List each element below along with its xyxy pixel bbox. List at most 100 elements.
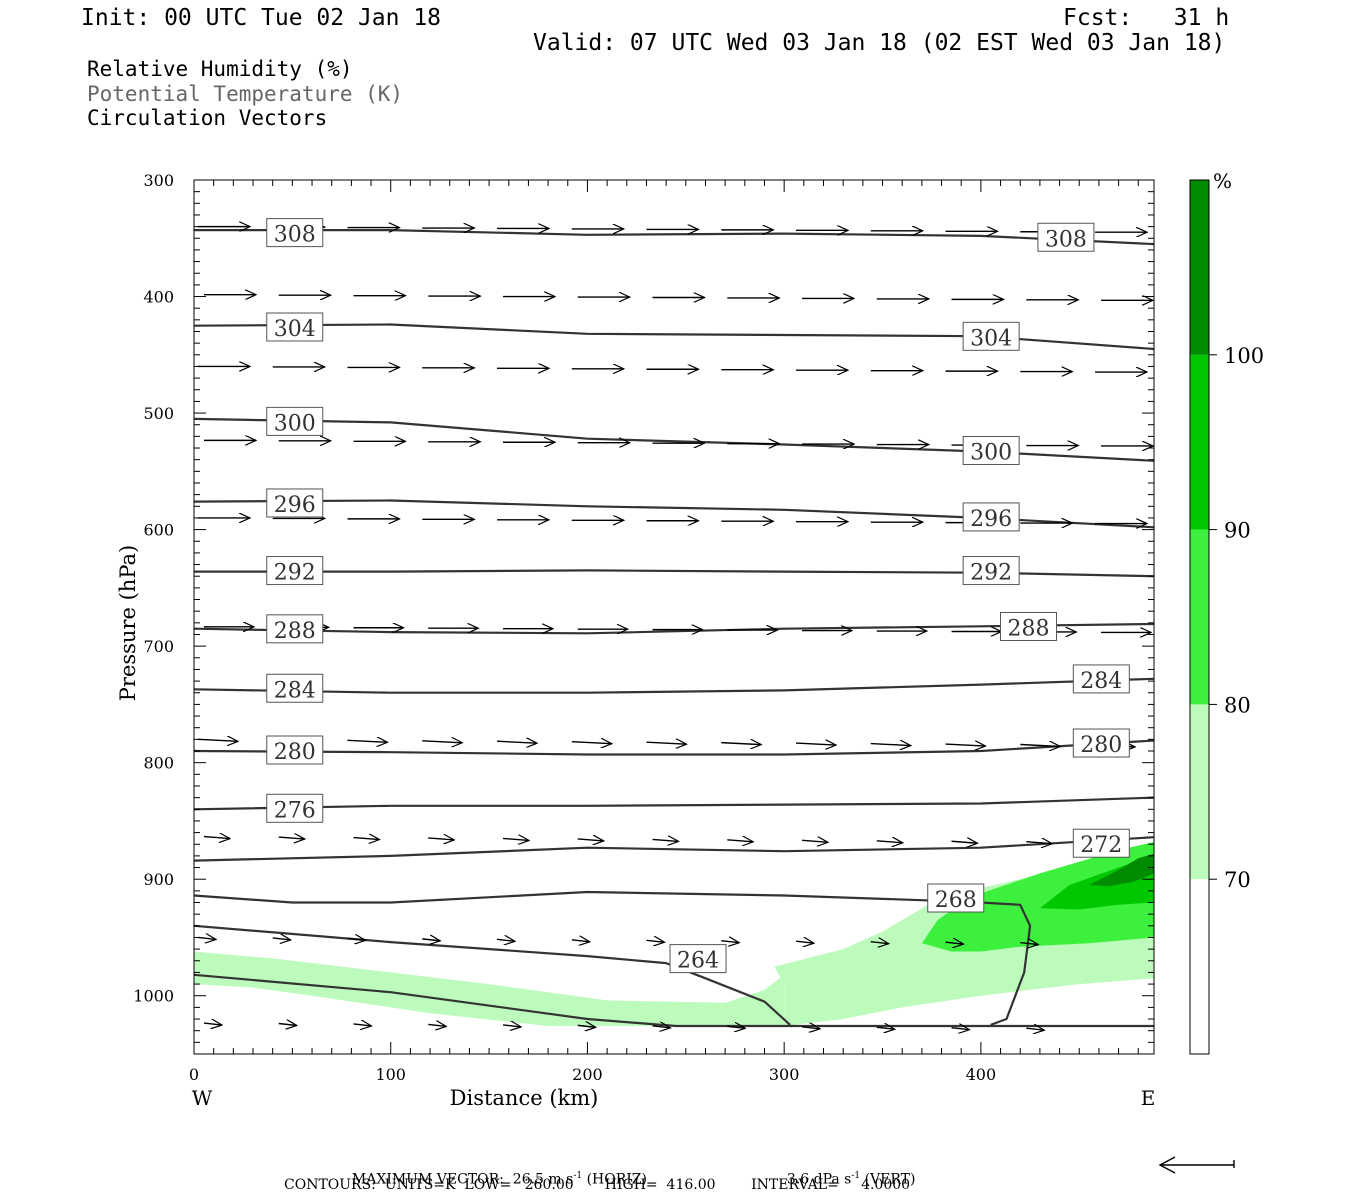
y-axis-label: Pressure (hPa) <box>116 545 140 701</box>
circulation-vector <box>795 743 836 745</box>
colorbar-segment <box>1190 529 1209 705</box>
rh-shading <box>194 841 1154 1026</box>
theta-label-288: 288 <box>1008 616 1050 641</box>
max-vector-vert-value: 3.6 dPa s <box>786 1171 852 1188</box>
theta-label-284: 284 <box>1080 669 1122 694</box>
y-tick-label-500: 500 <box>143 404 174 423</box>
max-vector-vert: 3.6 dPa s-1 (VERT) <box>778 1158 916 1188</box>
circulation-vector <box>652 839 679 841</box>
theta-label-292: 292 <box>274 561 316 586</box>
colorbar-segment <box>1190 879 1209 1054</box>
theta-label-268: 268 <box>935 888 977 913</box>
valid-time: Valid: 07 UTC Wed 03 Jan 18 (02 EST Wed … <box>533 30 1226 56</box>
theta-label-box <box>266 673 324 703</box>
max-vector-label: MAXIMUM VECTOR: <box>351 1171 504 1188</box>
circulation-vector <box>422 741 462 743</box>
y-tick-label-1000: 1000 <box>133 987 174 1006</box>
max-vector-horiz-tag: (HORIZ) <box>586 1171 647 1188</box>
theta-label-292: 292 <box>970 561 1012 586</box>
colorbar-label-90: 90 <box>1224 519 1251 543</box>
circulation-vector <box>197 937 216 939</box>
circulation-vector <box>870 744 911 746</box>
circulation-vector <box>652 1026 671 1028</box>
theta-contour-264 <box>193 924 791 1026</box>
x-west-label: W <box>192 1086 213 1110</box>
circulation-vector <box>347 740 388 742</box>
x-tick-label-100: 100 <box>375 1065 406 1084</box>
theta-contour-308 <box>194 229 1155 246</box>
theta-label-288: 288 <box>274 619 316 644</box>
circulation-vector <box>1026 1028 1044 1030</box>
circulation-vector <box>795 941 814 943</box>
theta-contour-280 <box>193 739 1155 756</box>
circulation-vector <box>1026 842 1052 844</box>
circulation-vector <box>951 841 978 843</box>
y-tick-label-300: 300 <box>143 171 174 190</box>
max-vector-line: MAXIMUM VECTOR: 26.5 m s-1 (HORIZ) <box>343 1158 647 1187</box>
x-east-label: E <box>1141 1086 1156 1110</box>
circulation-vector <box>1020 744 1060 746</box>
x-tick-label-300: 300 <box>769 1065 800 1084</box>
plot-border <box>193 179 1155 1055</box>
theta-label-264: 264 <box>677 949 719 974</box>
circulation-vector <box>502 838 529 840</box>
circulation-vector <box>422 939 440 941</box>
circulation-vector <box>353 1024 372 1026</box>
circulation-vector <box>876 841 903 843</box>
max-vector-horiz-exp: -1 <box>573 1171 583 1181</box>
rh-80 <box>921 841 1154 952</box>
circulation-vector <box>801 1027 820 1029</box>
init-time: Init: 00 UTC Tue 02 Jan 18 <box>81 5 442 31</box>
theta-label-box <box>266 614 324 644</box>
max-vector-vert-tag: (VERT) <box>864 1171 916 1188</box>
circulation-vector <box>197 739 238 741</box>
x-tick-label-0: 0 <box>189 1065 199 1084</box>
circulation-vector <box>272 938 291 940</box>
circulation-vector <box>1020 943 1038 945</box>
theta-label-284: 284 <box>274 678 316 703</box>
circulation-vector <box>428 1024 446 1026</box>
y-tick-label-400: 400 <box>143 288 174 307</box>
theta-label-box <box>1072 664 1130 694</box>
colorbar-segment <box>1190 704 1209 880</box>
theta-label-box <box>266 793 324 823</box>
theta-label-box <box>266 735 324 765</box>
theta-label-box <box>266 488 324 518</box>
theta-label-box <box>266 218 324 248</box>
theta-label-280: 280 <box>274 740 316 765</box>
theta-contour-284 <box>193 677 1155 694</box>
x-tick-label-400: 400 <box>966 1065 997 1084</box>
circulation-vector <box>278 1024 297 1026</box>
circulation-vector <box>203 837 230 839</box>
circulation-vector <box>945 942 964 944</box>
theta-contour-260 <box>193 973 1154 1028</box>
theta-contour-276 <box>193 796 1155 811</box>
theta-label-box <box>1037 222 1095 252</box>
y-tick-label-700: 700 <box>143 637 174 656</box>
theta-label-300: 300 <box>274 411 316 436</box>
theta-label-304: 304 <box>274 317 316 342</box>
theta-label-308: 308 <box>274 223 316 248</box>
theta-label-box <box>962 321 1020 351</box>
circulation-vector <box>577 839 604 841</box>
contour-info: CONTOURS: UNITS=K LOW= 260.00 HIGH= 416.… <box>284 1177 911 1193</box>
circulation-vector <box>496 939 515 941</box>
theta-label-280: 280 <box>1080 733 1122 758</box>
theta-label-296: 296 <box>970 507 1012 532</box>
x-axis-label: Distance (km) <box>450 1086 599 1110</box>
axes: 300 400 500 600 700 800 900 1000 0 100 200 300 400 Di… <box>116 171 1155 1110</box>
theta-label-308: 308 <box>1045 227 1087 252</box>
colorbar-label-100: 100 <box>1224 344 1264 368</box>
colorbar-segment <box>1190 354 1209 530</box>
y-tick-label-800: 800 <box>143 754 174 773</box>
circulation-vector <box>945 744 986 746</box>
y-tick-label-900: 900 <box>143 870 174 889</box>
theta-label-272: 272 <box>1080 833 1122 858</box>
title-vectors: Circulation Vectors <box>87 106 328 130</box>
circulation-vector <box>721 743 761 745</box>
title-theta: Potential Temperature (K) <box>87 82 404 106</box>
theta-label-box <box>669 944 727 974</box>
theta-label-box <box>1000 611 1058 641</box>
circulation-vector <box>727 1026 745 1028</box>
